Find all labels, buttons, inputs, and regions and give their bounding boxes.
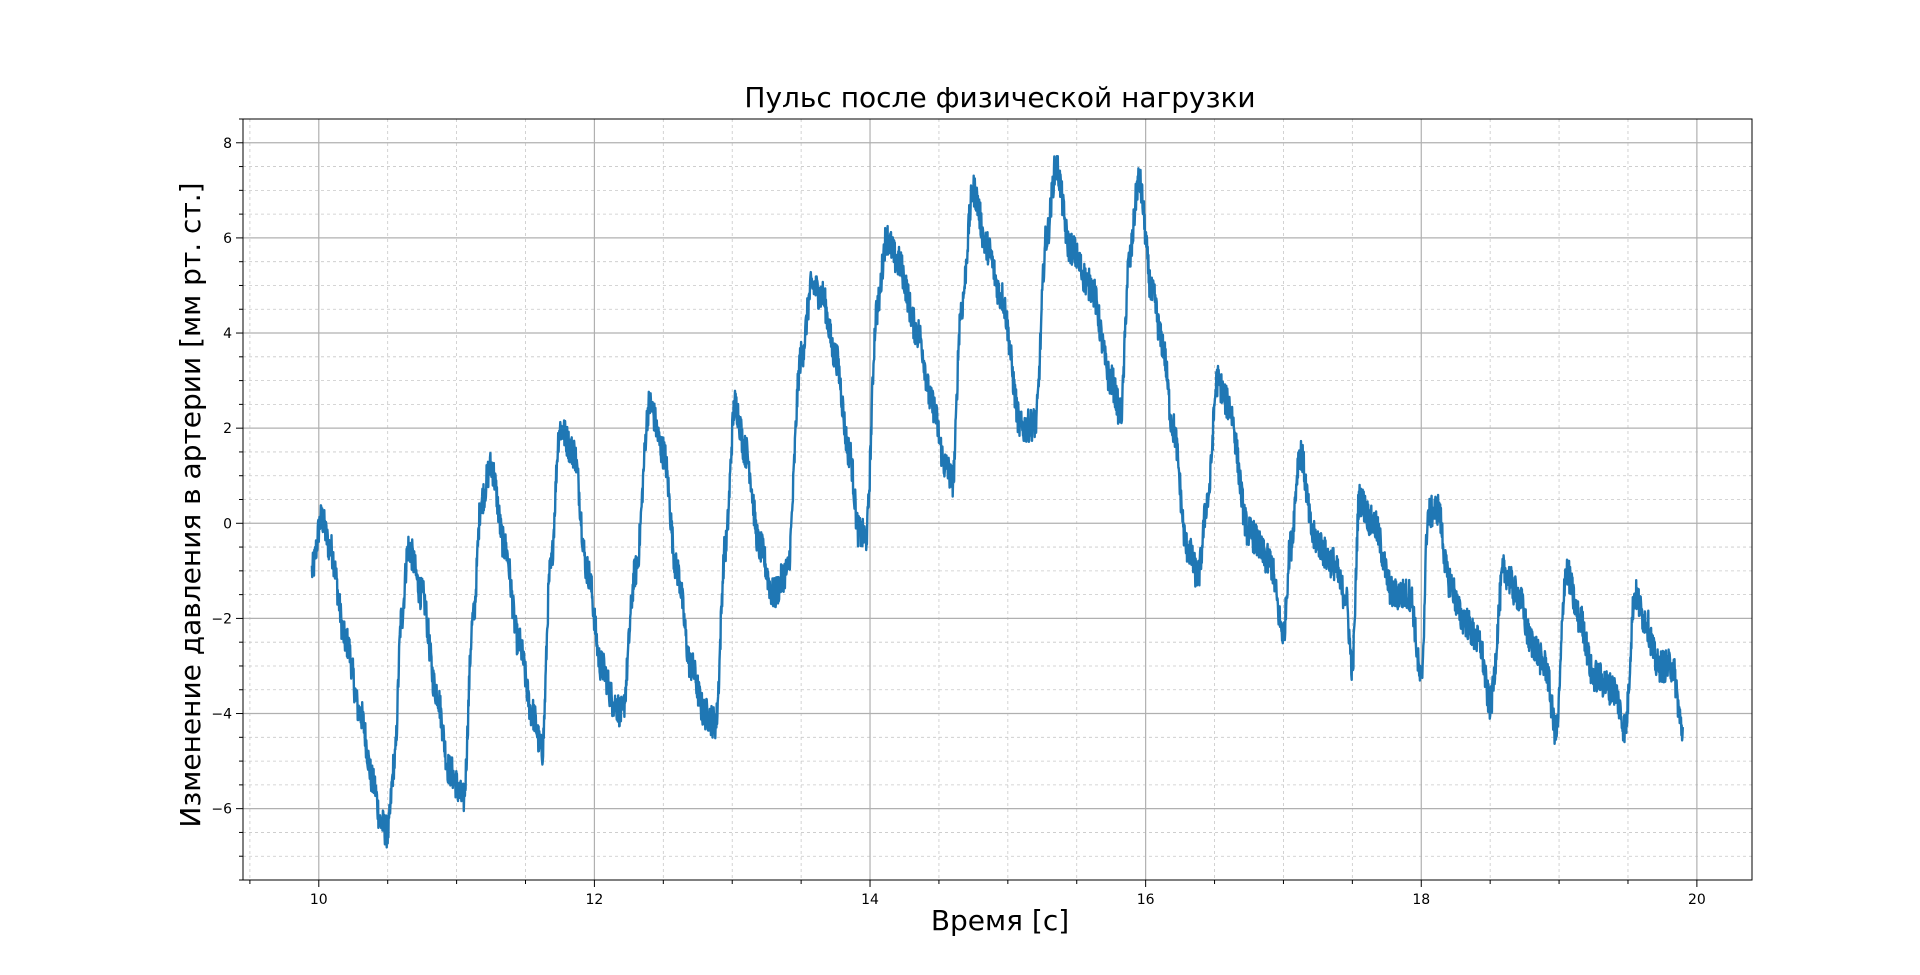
major-grid (243, 119, 1752, 880)
x-axis-ticks: 10 12 14 16 18 20 (249, 880, 1706, 908)
x-tick-label: 20 (1688, 892, 1706, 908)
y-tick-label: −6 (211, 802, 232, 818)
y-axis-ticks: −6 −4 −2 0 2 4 6 8 (211, 118, 243, 881)
y-tick-label: 2 (223, 421, 232, 437)
x-tick-label: 16 (1137, 892, 1155, 908)
x-tick-label: 10 (310, 892, 328, 908)
y-tick-label: −2 (211, 611, 232, 627)
series-line-pressure (310, 154, 1684, 849)
y-tick-label: 4 (223, 326, 232, 342)
minor-grid (243, 118, 1752, 881)
x-tick-label: 12 (585, 892, 603, 908)
y-tick-label: −4 (211, 707, 232, 723)
y-tick-label: 0 (223, 516, 232, 532)
y-tick-label: 8 (223, 136, 232, 152)
x-tick-label: 14 (861, 892, 879, 908)
y-tick-label: 6 (223, 231, 232, 247)
y-axis-label: Изменение давления в артерии [мм рт. ст.… (174, 182, 207, 827)
plot-area (310, 154, 1684, 849)
chart-title: Пульс после физической нагрузки (744, 81, 1255, 114)
x-axis-label: Время [с] (931, 904, 1069, 937)
x-tick-label: 18 (1412, 892, 1430, 908)
axes-frame (242, 118, 1753, 881)
